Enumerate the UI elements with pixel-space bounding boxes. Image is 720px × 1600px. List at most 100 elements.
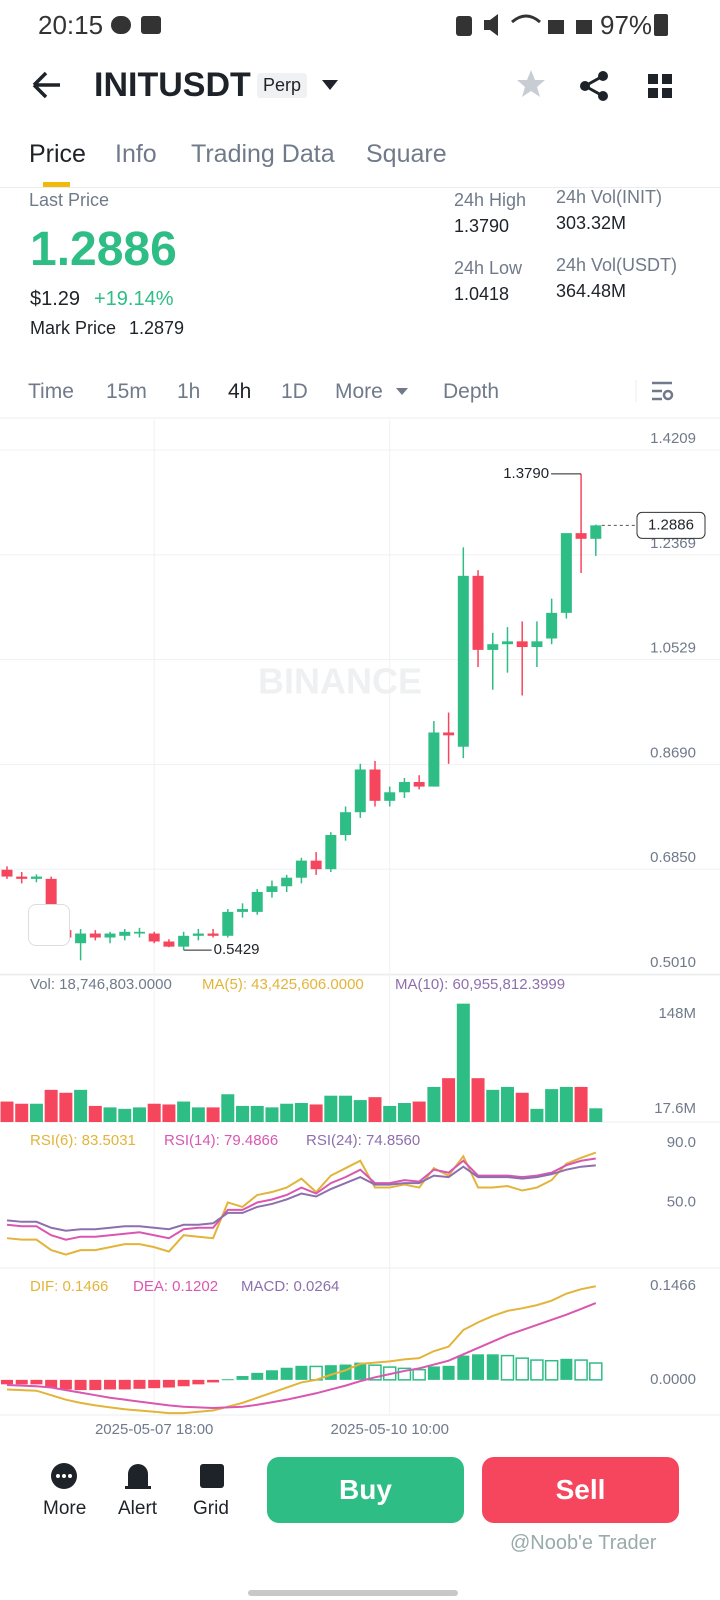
stat-label: 24h High — [454, 190, 527, 210]
usd-price: $1.29 — [30, 288, 81, 310]
interval[interactable]: 4h — [228, 380, 252, 403]
battery: 97% — [600, 10, 653, 40]
volume-bar — [29, 1103, 43, 1122]
nav-label[interactable]: Alert — [118, 1498, 158, 1519]
candle-body — [516, 641, 528, 648]
interval[interactable]: More — [335, 380, 383, 403]
candle-body — [325, 834, 337, 870]
annotation-label: 1.3790 — [503, 465, 549, 482]
volume-bar — [132, 1107, 146, 1122]
candle-body — [237, 909, 249, 912]
bottom-icons — [51, 1463, 458, 1596]
macd-bar — [472, 1354, 485, 1380]
macd-bar — [192, 1379, 205, 1385]
indicator-line — [6, 1157, 596, 1241]
candle-body — [281, 877, 293, 887]
interval[interactable]: 1h — [177, 380, 201, 403]
volume-bar — [294, 1103, 308, 1122]
indicator-label: RSI(24): 74.8560 — [306, 1132, 420, 1149]
buy-button[interactable]: Buy — [267, 1457, 464, 1523]
indicator-label: Vol: 18,746,803.0000 — [30, 976, 172, 993]
indicator-label: RSI(6): 83.5031 — [30, 1132, 136, 1149]
volume-bar — [206, 1107, 220, 1122]
macd-bar — [560, 1358, 573, 1380]
macd-bar — [574, 1359, 588, 1381]
interval[interactable]: Depth — [443, 380, 500, 403]
y-tick-label: 1.0529 — [650, 640, 696, 657]
last-price-tag-label: 1.2886 — [648, 516, 694, 533]
macd-bar — [236, 1376, 249, 1380]
tab[interactable]: Price — [29, 140, 86, 168]
volume-bar — [589, 1108, 603, 1122]
change: +19.14% — [94, 288, 174, 310]
candle-body — [560, 533, 572, 613]
y-tick-label: 17.6M — [654, 1100, 696, 1117]
volume-bar — [59, 1092, 73, 1122]
volume-bar — [442, 1078, 456, 1122]
interval[interactable]: Time — [28, 380, 74, 403]
y-tick-label: 148M — [658, 1005, 696, 1022]
x-tick-label: 2025-05-07 18:00 — [95, 1421, 213, 1438]
expand-button[interactable] — [28, 904, 70, 946]
tab-indicator — [43, 182, 70, 187]
volume-bar — [383, 1105, 397, 1122]
macd-bar — [30, 1379, 43, 1385]
volume-bar — [559, 1086, 573, 1122]
y-tick-label: 1.4209 — [650, 430, 696, 447]
candle-body — [251, 891, 263, 912]
interval[interactable]: 1D — [281, 380, 308, 403]
candle-body — [398, 782, 410, 793]
macd-bar — [177, 1379, 190, 1387]
volume-bar — [147, 1103, 161, 1122]
macd-bar — [148, 1379, 161, 1389]
nav-label[interactable]: Grid — [193, 1498, 229, 1519]
macd-bar — [500, 1354, 515, 1381]
tab[interactable]: Square — [366, 140, 447, 168]
stat-value: 1.3790 — [454, 216, 510, 236]
indicator-label: MA(10): 60,955,812.3999 — [395, 976, 565, 993]
volume-bar — [221, 1094, 235, 1122]
last-price-label: Last Price — [29, 190, 110, 210]
interval-icons — [0, 380, 720, 419]
candle-body — [75, 933, 87, 944]
tab[interactable]: Trading Data — [191, 140, 335, 168]
mark-price: 1.2879 — [129, 318, 185, 338]
candle-body — [590, 525, 602, 539]
candle-body — [133, 931, 145, 934]
volume-bar — [103, 1107, 117, 1122]
volume-bar — [44, 1089, 58, 1122]
macd-bar — [442, 1365, 455, 1380]
candle-body — [501, 641, 513, 645]
volume-bar — [265, 1107, 279, 1122]
volume-bar — [236, 1105, 250, 1122]
tab[interactable]: Info — [115, 140, 157, 168]
macd-bar — [589, 1362, 603, 1381]
candle-body — [546, 612, 558, 639]
volume-bar — [74, 1089, 88, 1122]
volume-bar — [15, 1103, 29, 1122]
mark-label: Mark Price — [30, 318, 117, 338]
sell-button[interactable]: Sell — [482, 1457, 679, 1523]
last-price-tag — [636, 511, 706, 539]
perp-badge: Perp — [257, 73, 308, 98]
volume-bar — [368, 1097, 382, 1122]
stat-label: 24h Vol(USDT) — [556, 255, 678, 275]
indicator-label: DIF: 0.1466 — [30, 1278, 108, 1295]
candle-body — [266, 886, 278, 892]
macd-bar — [15, 1379, 28, 1385]
indicator-line — [6, 1151, 597, 1256]
candle-body — [104, 933, 116, 938]
nav-label[interactable]: More — [43, 1498, 87, 1519]
stat-value: 1.0418 — [454, 284, 510, 304]
volume-bar — [118, 1108, 132, 1122]
volume-bar — [515, 1092, 529, 1122]
y-tick-label: 1.2369 — [650, 535, 696, 552]
indicator-label: MACD: 0.0264 — [241, 1278, 339, 1295]
volume-bar — [280, 1103, 294, 1122]
stat-value: 303.32M — [556, 213, 627, 233]
volume-bar — [250, 1105, 264, 1122]
indicator-label: DEA: 0.1202 — [133, 1278, 218, 1295]
interval[interactable]: 15m — [106, 380, 147, 403]
volume-bar — [500, 1086, 514, 1122]
